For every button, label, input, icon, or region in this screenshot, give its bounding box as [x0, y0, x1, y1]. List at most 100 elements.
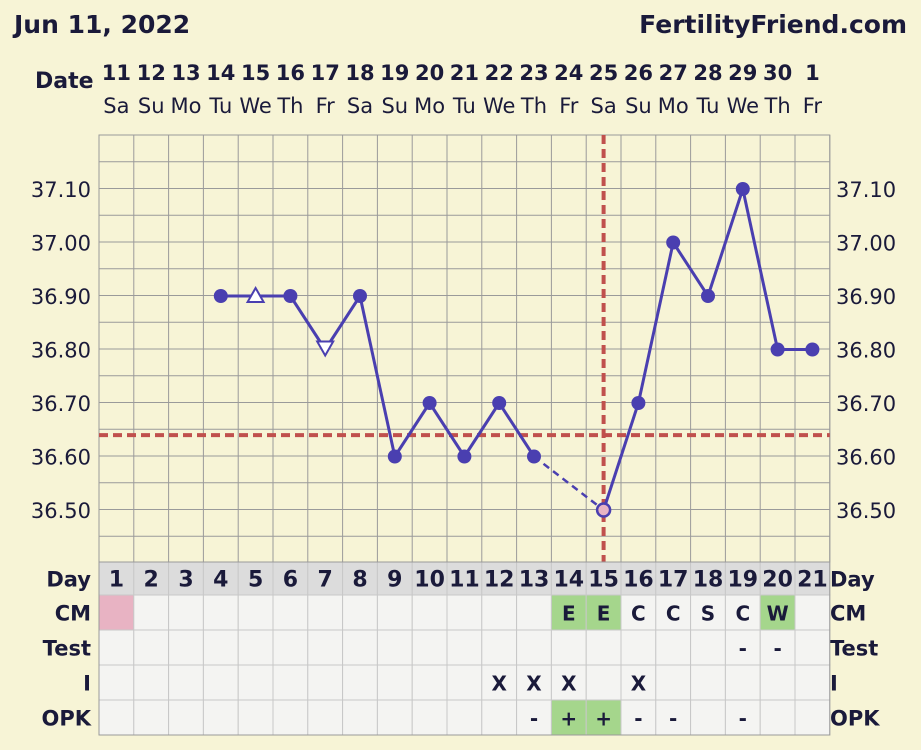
table-cell-test: [481, 629, 518, 666]
table-cell-test: [272, 629, 309, 666]
y-tick-label-right: 36.90: [836, 285, 896, 309]
y-tick-label-right: 36.60: [836, 446, 896, 470]
temp-point: [422, 396, 437, 410]
table-cell-i: [237, 664, 274, 701]
table-cell-opk: [237, 699, 274, 736]
temp-point: [283, 289, 298, 303]
date-label: 24: [554, 61, 583, 85]
y-tick-label-left: 37.10: [31, 178, 91, 202]
table-cell-day: [655, 561, 692, 596]
date-label: 16: [276, 61, 305, 85]
table-value-cm: W: [767, 602, 789, 626]
table-cell-test: [411, 629, 448, 666]
table-cell-test: [202, 629, 239, 666]
weekday-label: Su: [625, 94, 652, 118]
table-cell-cm: [98, 594, 135, 631]
temp-point: [213, 289, 228, 303]
date-label: 30: [763, 61, 792, 85]
table-value-opk: -: [530, 707, 538, 731]
site-name: FertilityFriend.com: [639, 10, 907, 39]
row-label-right-i: I: [830, 672, 838, 696]
date-label: 25: [589, 61, 618, 85]
table-value-day: 18: [693, 568, 724, 593]
table-cell-cm: [272, 594, 309, 631]
date-label: 12: [137, 61, 166, 85]
weekday-label: Th: [520, 94, 547, 118]
table-cell-test: [620, 629, 657, 666]
row-label-right-day: Day: [830, 568, 875, 592]
table-cell-opk: [759, 699, 796, 736]
table-value-day: 19: [727, 568, 758, 593]
table-cell-opk: [376, 699, 413, 736]
weekday-label: Tu: [452, 94, 476, 118]
temp-line-segment: [671, 241, 710, 297]
table-value-i: X: [631, 672, 647, 696]
weekday-label: Fr: [316, 94, 336, 118]
y-tick-label-left: 36.50: [31, 499, 91, 523]
temp-line-segment: [393, 402, 431, 458]
table-cell-cm: [307, 594, 344, 631]
table-cell-test: [307, 629, 344, 666]
table-value-cm: C: [631, 602, 646, 626]
temp-line-segment: [636, 242, 675, 404]
table-cell-opk: [481, 699, 518, 736]
table-value-day: 8: [352, 568, 367, 593]
row-label-right-opk: OPK: [830, 707, 880, 731]
y-tick-label-right: 37.10: [836, 178, 896, 202]
table-value-day: 14: [553, 568, 584, 593]
table-value-day: 9: [387, 568, 402, 593]
y-tick-label-left: 36.80: [31, 339, 91, 363]
table-cell-i: [133, 664, 170, 701]
temp-point: [735, 182, 750, 196]
date-label: 18: [345, 61, 374, 85]
table-cell-opk: [620, 699, 657, 736]
table-value-day: 3: [178, 568, 193, 593]
table-cell-cm: [724, 594, 761, 631]
table-cell-i: [411, 664, 448, 701]
table-value-day: 17: [658, 568, 689, 593]
table-cell-cm: [620, 594, 657, 631]
weekday-label: We: [239, 94, 271, 118]
temp-line-segment: [741, 188, 780, 350]
temp-point: [492, 396, 507, 410]
temp-point: [631, 396, 646, 410]
temp-line-segment: [428, 402, 466, 458]
table-cell-i: [550, 664, 587, 701]
table-cell-cm: [168, 594, 204, 631]
weekday-label: We: [727, 94, 759, 118]
table-value-day: 6: [283, 568, 298, 593]
y-tick-label-left: 36.90: [31, 285, 91, 309]
weekday-label: Mo: [658, 94, 689, 118]
weekday-label: We: [483, 94, 515, 118]
date-label: 13: [171, 61, 200, 85]
weekday-label: Tu: [208, 94, 232, 118]
table-value-day: 20: [762, 568, 793, 593]
table-cell-opk: [655, 699, 692, 736]
temp-point-ovulation: [595, 502, 612, 518]
date-label: 29: [728, 61, 757, 85]
date-label: 23: [519, 61, 548, 85]
table-cell-i: [446, 664, 483, 701]
table-cell-i: [272, 664, 309, 701]
table-value-test: -: [773, 637, 781, 661]
weekday-label: Fr: [803, 94, 823, 118]
table-value-opk: -: [739, 707, 747, 731]
temp-point-open: [315, 340, 335, 358]
row-label-left-test: Test: [43, 637, 91, 661]
table-value-day: 10: [414, 568, 445, 593]
table-cell-opk: [690, 699, 726, 736]
table-cell-cm: [481, 594, 518, 631]
table-cell-test: [237, 629, 274, 666]
temp-point: [353, 289, 367, 303]
table-value-cm: E: [597, 602, 611, 626]
table-cell-cm: [342, 594, 378, 631]
y-tick-label-right: 36.50: [836, 499, 896, 523]
table-value-opk: -: [669, 707, 677, 731]
y-tick-label-left: 37.00: [31, 232, 91, 256]
table-cell-test: [550, 629, 587, 666]
table-value-cm: C: [735, 602, 750, 626]
row-label-left-opk: OPK: [41, 707, 91, 731]
table-cell-cm: [550, 594, 587, 631]
weekday-label: Su: [138, 94, 165, 118]
